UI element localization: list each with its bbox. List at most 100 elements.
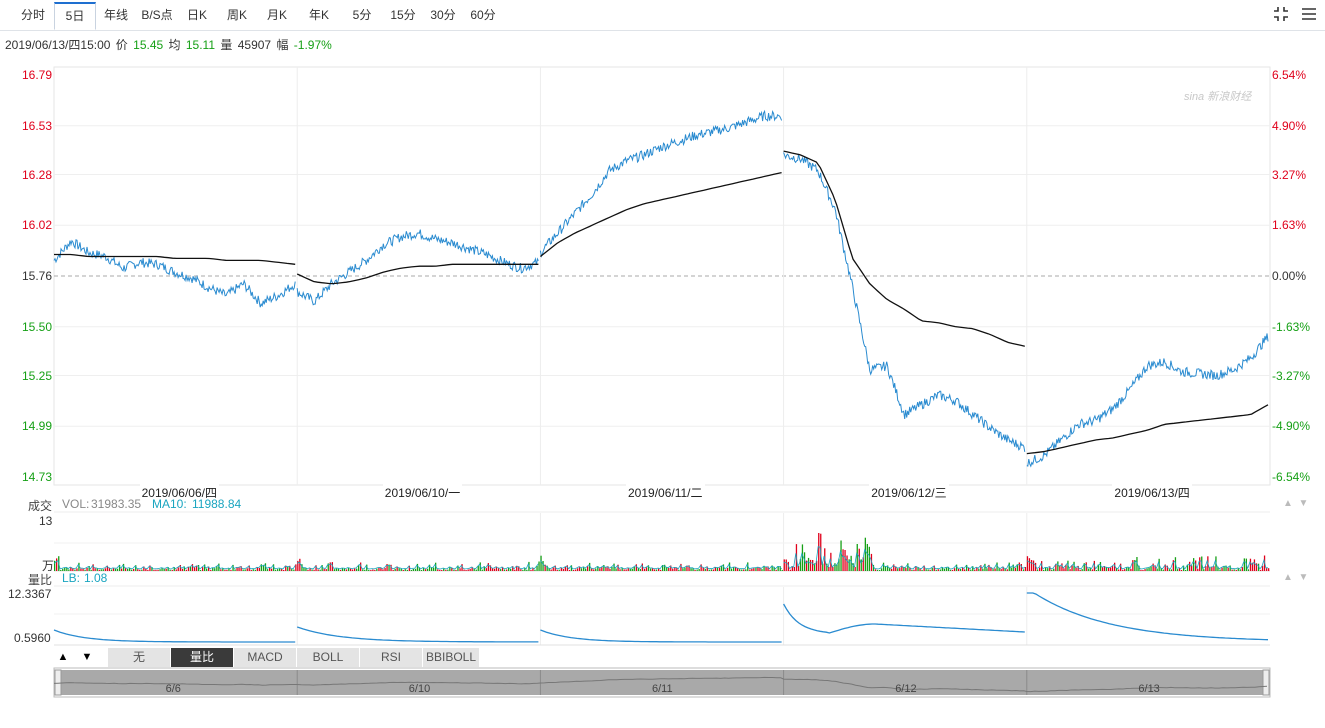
volume-bar [816, 560, 818, 571]
price-tick-left: 15.50 [22, 319, 53, 334]
volume-bar [451, 567, 453, 571]
indicator-lb-button[interactable]: 量比 [171, 648, 234, 667]
tab-weekly-k[interactable]: 周K [226, 8, 247, 22]
tab-60min[interactable]: 60分 [470, 8, 496, 22]
volume-bar [402, 570, 404, 571]
lb-panel-arrows[interactable]: ▲ ▼ [1283, 572, 1309, 583]
volume-bar [309, 568, 311, 571]
volume-bar [935, 569, 937, 571]
volume-bar [1255, 563, 1258, 571]
volume-bar [165, 568, 167, 571]
volume-bar [404, 569, 406, 571]
quote-info-bar: 2019/06/13/四15:00 价 15.45 均 15.11 量 4590… [5, 36, 334, 53]
volume-bar [733, 567, 735, 571]
tab-yearly-k[interactable]: 年K [308, 8, 329, 22]
volume-bar [238, 567, 240, 571]
volume-bar [1189, 561, 1191, 571]
volume-bar [1057, 561, 1059, 571]
volume-bar [524, 567, 526, 571]
volume-bar [809, 559, 812, 571]
volume-bar [974, 569, 976, 571]
volume-bar [714, 567, 716, 571]
indicator-bbiboll-button[interactable]: BBIBOLL [423, 648, 480, 667]
indicator-boll-button[interactable]: BOLL [297, 648, 360, 667]
volume-bar [542, 561, 544, 571]
volume-bar [495, 566, 498, 571]
lb-line-day-2 [297, 626, 539, 643]
volume-bar [1247, 569, 1249, 571]
volume-bar [471, 566, 473, 571]
volume-bar [1162, 569, 1164, 571]
volume-bar [62, 568, 64, 571]
volume-bar [66, 567, 68, 571]
volume-bar [68, 569, 70, 571]
tab-bs-points[interactable]: B/S点 [141, 8, 173, 22]
volume-bar [1012, 564, 1014, 571]
volume-bar [583, 566, 585, 571]
indicator-macd-button[interactable]: MACD [234, 648, 297, 667]
pct-tick-right: 0.00% [1272, 269, 1307, 283]
volume-bar [1053, 568, 1055, 571]
volume-bar [803, 552, 806, 571]
volume-bar [1166, 565, 1168, 571]
info-avg-label: 均 [168, 38, 181, 52]
indicator-none-button[interactable]: 无 [108, 648, 171, 667]
volume-bar [1193, 558, 1195, 571]
tab-monthly-k[interactable]: 月K [266, 8, 287, 22]
menu-icon[interactable] [1300, 5, 1318, 23]
tab-daily-k[interactable]: 日K [186, 8, 207, 22]
volume-bar [266, 569, 269, 571]
indicator-rsi-button[interactable]: RSI [360, 648, 423, 667]
volume-bar [939, 569, 941, 571]
tab-30min[interactable]: 30分 [430, 8, 456, 22]
tab-15min[interactable]: 15分 [390, 8, 416, 22]
volume-title: 成交 [28, 499, 53, 513]
volume-bar [1105, 567, 1108, 571]
volume-bar [406, 569, 408, 571]
tab-year-line[interactable]: 年线 [103, 8, 128, 22]
volume-bar [1233, 569, 1235, 571]
volume-bar [516, 565, 518, 571]
volume-bar [1172, 560, 1174, 571]
tab-5min[interactable]: 5分 [352, 8, 372, 22]
volume-bar [1016, 564, 1018, 571]
volume-bar [925, 569, 927, 571]
lb-title: 量比 [28, 573, 53, 587]
volume-bar [730, 568, 733, 571]
tab-5day[interactable]: 5日 [54, 2, 96, 30]
volume-bar [982, 568, 984, 571]
volume-bar [1191, 565, 1193, 571]
volume-bar [319, 569, 321, 571]
volume-bar [116, 568, 119, 571]
volume-bar [1150, 566, 1152, 571]
volume-bar [345, 569, 348, 571]
volume-bar [473, 569, 475, 571]
volume-bar [384, 567, 386, 571]
volume-bar [497, 568, 500, 571]
volume-bar [1243, 558, 1245, 571]
volume-bar [376, 568, 378, 571]
vol-panel-arrows[interactable]: ▲ ▼ [1283, 498, 1309, 509]
volume-bar [175, 569, 177, 571]
price-tick-left: 15.76 [22, 269, 53, 283]
pct-tick-right: 6.54% [1272, 68, 1307, 82]
indicator-down-button[interactable]: ▼ [81, 651, 93, 663]
volume-bar [668, 567, 670, 571]
volume-bar [872, 564, 875, 571]
volume-bar [262, 564, 265, 571]
volume-bar [185, 569, 187, 571]
volume-bar [481, 569, 483, 571]
info-vol: 45907 [237, 38, 272, 52]
info-price: 15.45 [133, 38, 164, 52]
volume-bar [570, 565, 573, 571]
shrink-icon[interactable] [1272, 5, 1290, 23]
volume-bar [1160, 568, 1162, 571]
tab-fenshi[interactable]: 分时 [20, 8, 45, 22]
volume-bar [941, 567, 943, 571]
volume-bar [131, 569, 133, 571]
indicator-up-button[interactable]: ▲ [57, 651, 69, 663]
volume-bar [747, 562, 749, 571]
volume-bar [277, 569, 279, 571]
volume-bar [978, 568, 980, 571]
